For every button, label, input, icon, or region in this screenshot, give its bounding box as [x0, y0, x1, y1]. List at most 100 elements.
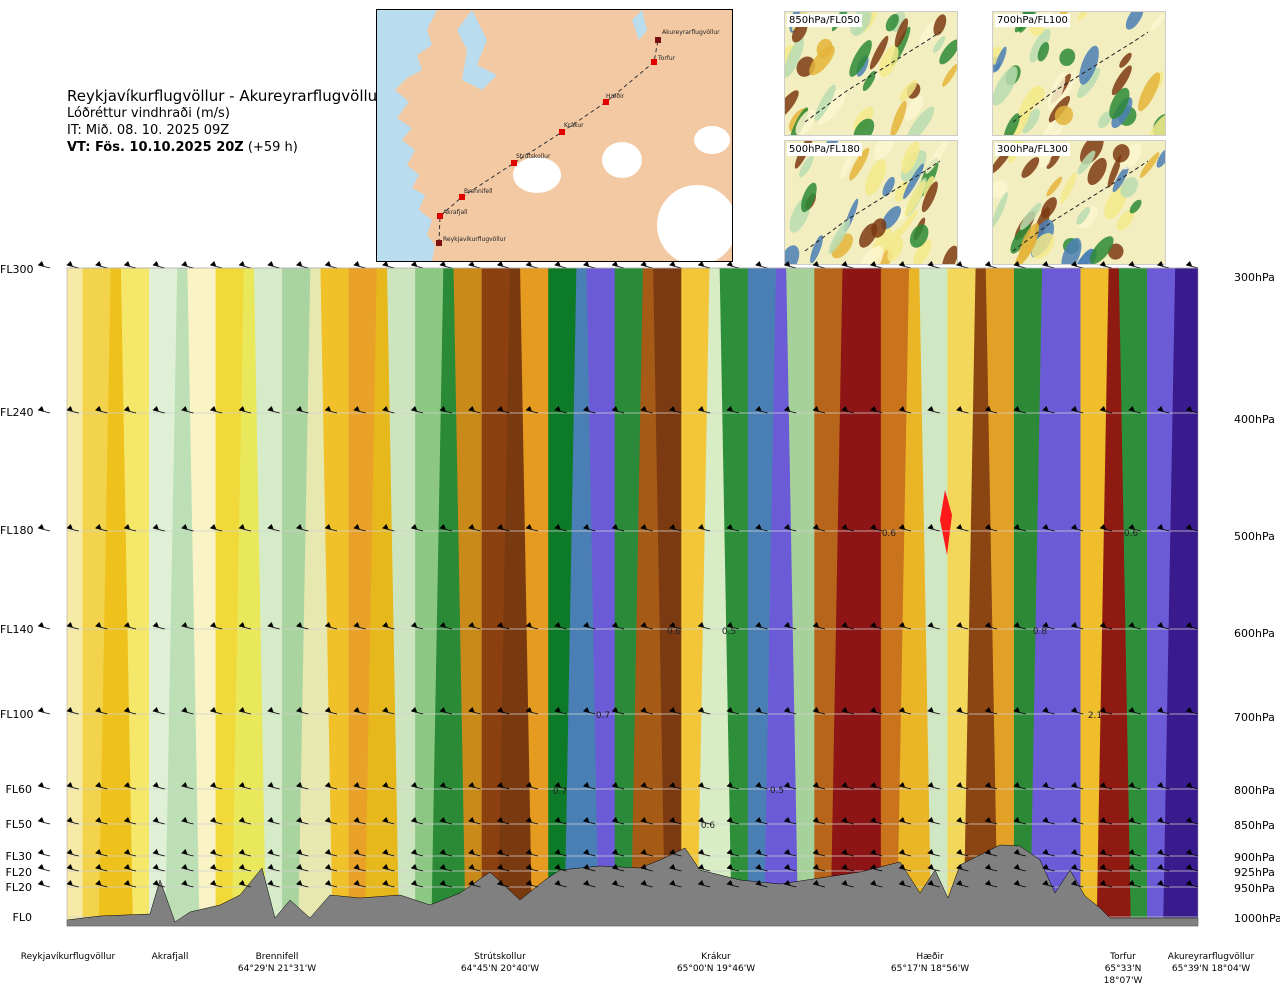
route-point-marker	[511, 160, 517, 166]
wind-barb	[1157, 261, 1170, 269]
wind-barb	[726, 524, 739, 532]
map-thumbnail-850[interactable]: 850hPa/FL050	[784, 11, 958, 136]
wind-barb	[1185, 849, 1199, 857]
field-blob	[885, 13, 899, 32]
wind-barb	[554, 817, 567, 825]
field-blob	[894, 18, 909, 48]
thumbnail-image	[785, 141, 957, 264]
field-blob	[906, 106, 935, 135]
field-blob	[1129, 199, 1142, 214]
wind-barb	[726, 707, 739, 715]
wind-barb	[640, 817, 653, 825]
wind-barb	[784, 261, 797, 269]
map-glacier	[513, 157, 561, 193]
map-thumbnail-300[interactable]: 300hPa/FL300	[992, 140, 1166, 265]
wind-barb	[554, 880, 567, 888]
field-blob	[939, 39, 957, 65]
wind-barb	[411, 707, 424, 715]
flight-level-label: FL140	[0, 623, 34, 636]
wind-barb	[238, 880, 251, 888]
route-point-marker	[437, 213, 443, 219]
wind-barb	[640, 880, 653, 888]
wind-barb	[726, 880, 739, 888]
field-blob	[1060, 172, 1077, 204]
wind-barb	[784, 406, 797, 414]
value-label: 0.7	[596, 711, 610, 721]
wind-barb	[124, 880, 137, 888]
wind-barb	[37, 782, 51, 790]
wind-barb	[66, 707, 79, 715]
station-name: Krákur	[701, 952, 731, 962]
wind-barb	[468, 849, 481, 857]
field-blob	[1150, 14, 1165, 31]
wind-barb	[1042, 707, 1055, 715]
wind-barb	[1099, 622, 1112, 630]
value-label: 0.6	[882, 529, 897, 539]
wind-barb	[382, 406, 395, 414]
wind-barb	[1071, 707, 1084, 715]
wind-barb	[1099, 707, 1112, 715]
route-map[interactable]: Akureyrarflugvöllur Torfur Hæðir Krákur Strú…	[376, 9, 733, 262]
wind-barb	[812, 817, 825, 825]
wind-barb	[1157, 864, 1170, 872]
field-blob	[1107, 154, 1122, 188]
field-blob	[1111, 65, 1132, 96]
wind-barb	[411, 849, 424, 857]
thumbnail-label: 300hPa/FL300	[995, 143, 1070, 156]
wind-barb	[382, 880, 395, 888]
field-blob	[1119, 52, 1132, 68]
field-blob	[785, 245, 800, 264]
map-glacier	[657, 185, 732, 261]
wind-barb	[238, 261, 251, 269]
wind-barb	[324, 406, 338, 414]
wind-barb	[870, 849, 883, 857]
station-name: Strútskollur	[474, 952, 526, 962]
wind-barb	[411, 406, 424, 414]
wind-barb	[698, 782, 711, 790]
wind-barb	[1042, 782, 1055, 790]
wind-barb	[841, 864, 854, 872]
wind-barb	[181, 849, 194, 857]
wind-barb	[238, 849, 251, 857]
field-blob	[785, 37, 804, 78]
wind-barb	[439, 849, 452, 857]
flight-level-label: FL180	[0, 524, 34, 537]
wind-barb	[296, 622, 309, 630]
wind-barb	[870, 406, 883, 414]
map-thumbnail-500[interactable]: 500hPa/FL180	[784, 140, 958, 265]
route-point-label: Akrafjall	[443, 209, 468, 216]
wind-barb	[181, 406, 194, 414]
wind-barb	[1071, 524, 1084, 532]
field-blob	[1087, 157, 1107, 185]
field-blob	[919, 21, 937, 47]
wind-barb	[525, 707, 538, 715]
wind-barb	[1128, 864, 1141, 872]
wind-barb	[152, 622, 165, 630]
wind-barb	[124, 261, 137, 269]
wind-barb	[497, 707, 510, 715]
wind-barb	[497, 817, 510, 825]
wind-barb	[1185, 817, 1199, 825]
wind-barb	[324, 524, 338, 532]
wind-barb	[927, 880, 940, 888]
wind-barb	[898, 261, 912, 269]
wind-barb	[1128, 880, 1141, 888]
wind-barb	[1013, 817, 1026, 825]
field-blob	[993, 179, 1008, 199]
pressure-level-label: 400hPa	[1234, 413, 1275, 426]
wind-barb	[640, 849, 653, 857]
wind-barb	[439, 406, 452, 414]
wind-barb	[1071, 261, 1084, 269]
wind-barb	[439, 817, 452, 825]
wind-barb	[1185, 782, 1199, 790]
wind-barb	[468, 406, 481, 414]
field-blob	[925, 141, 949, 174]
valid-time-offset: (+59 h)	[247, 140, 298, 155]
wind-barb	[698, 864, 711, 872]
wind-barb	[1013, 406, 1026, 414]
route-point-label: Brennifell	[464, 188, 493, 195]
route-point-label: Hæðir	[606, 93, 625, 100]
map-thumbnail-700[interactable]: 700hPa/FL100	[992, 11, 1166, 136]
wind-barb	[95, 782, 108, 790]
wind-barb	[267, 864, 280, 872]
